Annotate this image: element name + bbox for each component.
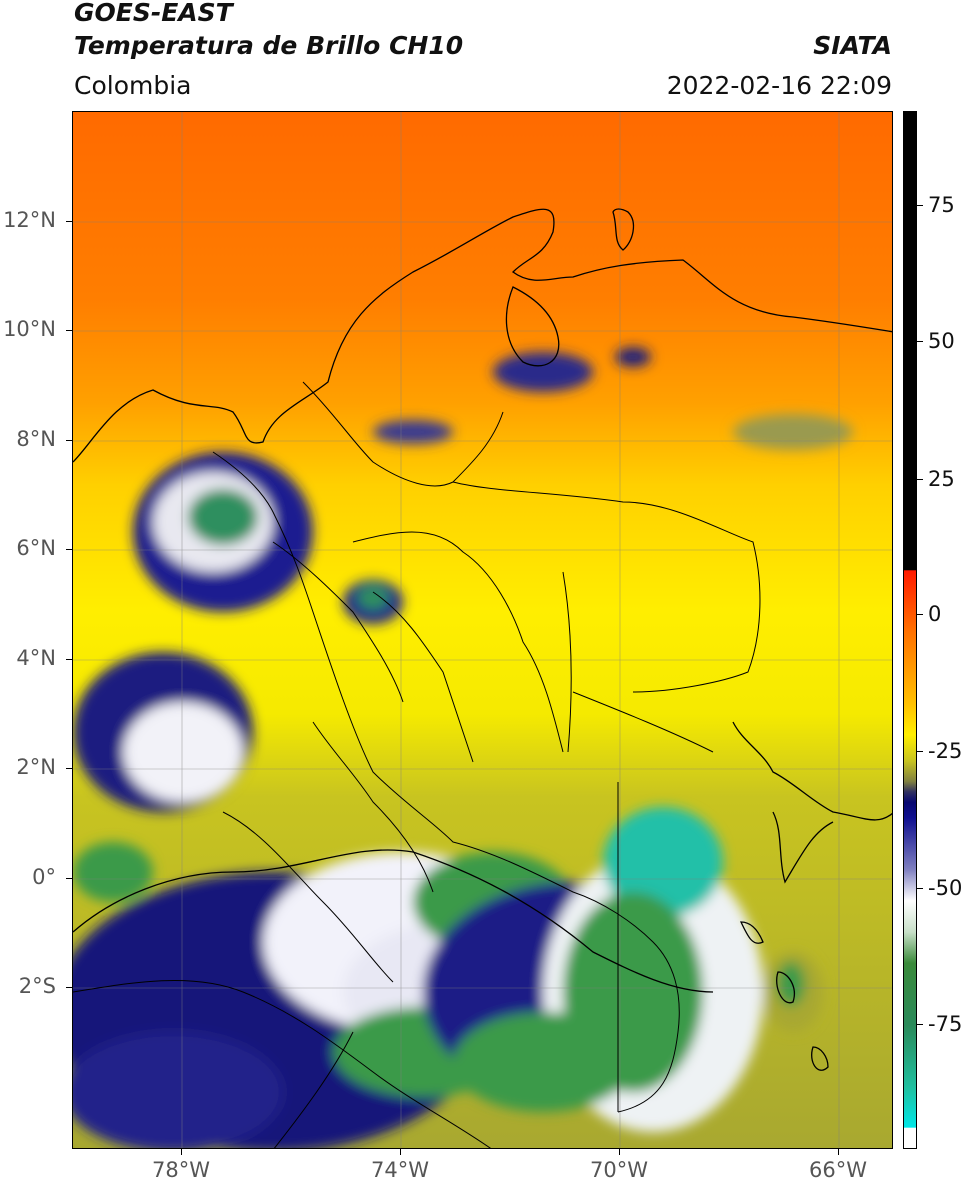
lat-tick-label: 12°N — [3, 208, 56, 232]
lat-tick-label: 6°N — [16, 536, 56, 560]
lat-tick-label: 8°N — [16, 427, 56, 451]
map-canvas — [73, 112, 892, 1148]
lon-tick-label: 78°W — [152, 1158, 210, 1182]
cloud-field — [73, 347, 853, 1148]
colorbar-tick-label: 0 — [928, 602, 942, 626]
region-label: Colombia — [74, 71, 192, 100]
colorbar-scale — [904, 112, 916, 1148]
colorbar-tick-mark — [917, 205, 923, 206]
colorbar-tick-label: -50 — [928, 876, 963, 900]
lat-tick-mark — [66, 659, 72, 660]
lon-tick-label: 66°W — [809, 1158, 867, 1182]
colorbar-tick-mark — [917, 614, 923, 615]
colorbar-tick-mark — [917, 751, 923, 752]
colorbar-tick-mark — [917, 341, 923, 342]
title-line2: Temperatura de Brillo CH10 — [74, 31, 464, 60]
colorbar-tick-mark — [917, 479, 923, 480]
lat-tick-mark — [66, 768, 72, 769]
colorbar-tick-label: 50 — [928, 329, 955, 353]
lon-tick-label: 74°W — [371, 1158, 429, 1182]
title-line1: GOES-EAST — [74, 0, 233, 27]
colorbar-tick-label: -75 — [928, 1012, 963, 1036]
lat-tick-label: 4°N — [16, 646, 56, 670]
lon-tick-mark — [181, 1149, 182, 1155]
lon-tick-label: 70°W — [590, 1158, 648, 1182]
lat-tick-label: 2°N — [16, 755, 56, 779]
lat-tick-mark — [66, 878, 72, 879]
lat-tick-mark — [66, 549, 72, 550]
colorbar-tick-label: 75 — [928, 193, 955, 217]
colorbar-tick-label: -25 — [928, 739, 963, 763]
lat-tick-label: 10°N — [3, 317, 56, 341]
colorbar-tick-mark — [917, 888, 923, 889]
colorbar-tick-mark — [917, 1024, 923, 1025]
satellite-map[interactable] — [72, 111, 893, 1149]
lon-tick-mark — [619, 1149, 620, 1155]
lat-tick-mark — [66, 221, 72, 222]
colorbar — [903, 111, 917, 1149]
organization-label: SIATA — [813, 31, 892, 60]
timestamp-label: 2022-02-16 22:09 — [666, 71, 892, 100]
lon-tick-mark — [400, 1149, 401, 1155]
graticule — [73, 112, 892, 1148]
lat-tick-mark — [66, 987, 72, 988]
admin-borders — [73, 381, 761, 1148]
lat-tick-mark — [66, 330, 72, 331]
lat-tick-mark — [66, 440, 72, 441]
lat-tick-label: 2°S — [18, 974, 56, 998]
colorbar-gradient — [904, 112, 916, 1148]
colorbar-tick-label: 25 — [928, 467, 955, 491]
lon-tick-mark — [838, 1149, 839, 1155]
lat-tick-label: 0° — [32, 865, 56, 889]
